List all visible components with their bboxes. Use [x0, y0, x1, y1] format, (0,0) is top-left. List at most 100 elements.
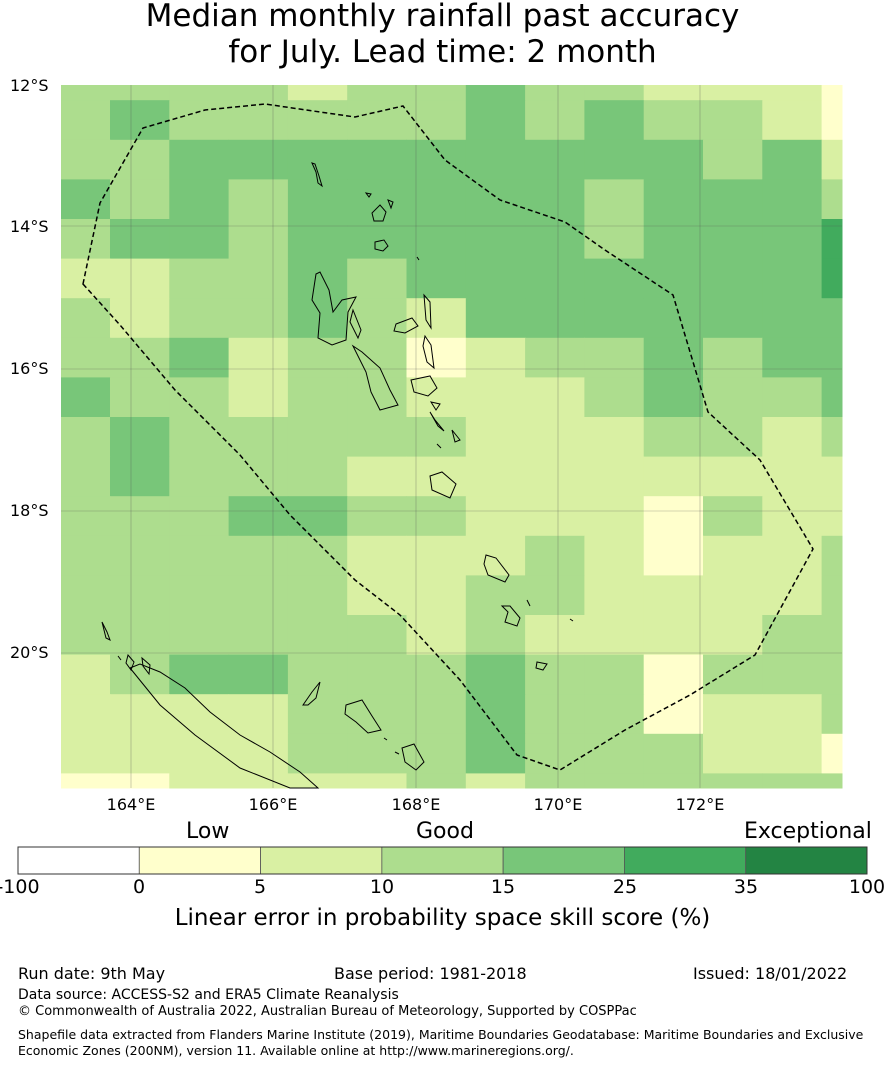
grid-cell: [643, 535, 704, 576]
grid-cell: [406, 496, 467, 537]
grid-cell: [584, 535, 645, 576]
grid-cell: [347, 337, 407, 378]
grid-cell: [643, 100, 704, 141]
grid-cell: [169, 85, 230, 101]
grid-cell: [228, 139, 289, 180]
grid-cell: [703, 258, 763, 299]
graticule: [61, 85, 842, 788]
grid-cell: [821, 139, 843, 180]
grid-cell: [169, 456, 230, 497]
grid-cell: [821, 575, 843, 616]
grid-cell: [584, 773, 645, 789]
grid-cell: [465, 535, 526, 576]
grid-cell: [347, 535, 407, 576]
run-date: Run date: 9th May: [18, 964, 166, 983]
grid-cell: [406, 179, 467, 220]
grid-cell: [465, 377, 526, 418]
grid-cell: [525, 139, 585, 180]
grid-cell: [406, 139, 467, 180]
grid-cell: [406, 733, 467, 774]
grid-cell: [169, 417, 230, 458]
grid-cell: [228, 773, 289, 789]
grid-cell: [643, 179, 704, 220]
grid-cell: [287, 417, 348, 458]
grid-cell: [406, 615, 467, 656]
grid-cell: [169, 337, 230, 378]
grid-cell: [406, 535, 467, 576]
grid-cell: [169, 179, 230, 220]
grid-cell: [110, 733, 170, 774]
grid-cell: [821, 733, 843, 774]
grid-cell: [525, 654, 585, 695]
grid-cell: [703, 733, 763, 774]
grid-cell: [703, 298, 763, 339]
map-panel: [61, 85, 843, 789]
grid-cell: [525, 377, 585, 418]
data-source: Data source: ACCESS-S2 and ERA5 Climate …: [18, 987, 399, 1003]
grid-cell: [347, 179, 407, 220]
grid-cell: [762, 298, 823, 339]
grid-cell: [61, 773, 111, 789]
grid-cell: [406, 456, 467, 497]
grid-cell: [465, 694, 526, 735]
colorbar-tick: 0: [132, 876, 146, 898]
grid-cell: [347, 773, 407, 789]
grid-cell: [584, 298, 645, 339]
colorbar-tick: -100: [0, 876, 40, 898]
grid-cell: [465, 298, 526, 339]
grid-cell: [228, 258, 289, 299]
grid-cell: [61, 139, 111, 180]
grid-cell: [643, 496, 704, 537]
grid-cell: [406, 298, 467, 339]
grid-cell: [703, 615, 763, 656]
grid-cell: [61, 615, 111, 656]
grid-cell: [110, 694, 170, 735]
grid-cell: [821, 417, 843, 458]
grid-cell: [110, 535, 170, 576]
lat-label-20s: 20°S: [10, 643, 49, 662]
grid-cell: [347, 615, 407, 656]
grid-cell: [643, 733, 704, 774]
grid-cell: [465, 139, 526, 180]
grid-cell: [347, 496, 407, 537]
grid-cell: [525, 298, 585, 339]
grid-cell: [703, 535, 763, 576]
grid-cell: [762, 377, 823, 418]
grid-cell: [643, 139, 704, 180]
grid-cell: [703, 575, 763, 616]
grid-cell: [110, 417, 170, 458]
grid-cell: [703, 377, 763, 418]
grid-cell: [762, 575, 823, 616]
grid-cell: [61, 654, 111, 695]
grid-cell: [821, 377, 843, 418]
grid-cell: [228, 496, 289, 537]
grid-cell: [406, 377, 467, 418]
grid-cell: [228, 337, 289, 378]
grid-cell: [643, 377, 704, 418]
grid-cell: [61, 733, 111, 774]
grid-cell: [584, 417, 645, 458]
grid-cell: [110, 85, 170, 101]
grid-cell: [643, 219, 704, 260]
grid-cell: [821, 298, 843, 339]
grid-cell: [347, 733, 407, 774]
grid-cell: [61, 219, 111, 260]
grid-cell: [762, 100, 823, 141]
colorbar-tick: 15: [490, 876, 516, 898]
grid-cell: [525, 773, 585, 789]
grid-cell: [287, 654, 348, 695]
grid-cell: [169, 496, 230, 537]
category-exceptional: Exceptional: [744, 819, 872, 844]
grid-cell: [643, 85, 704, 101]
grid-cell: [465, 100, 526, 141]
grid-cell: [406, 100, 467, 141]
grid-cell: [61, 179, 111, 220]
grid-cell: [643, 456, 704, 497]
grid-cell: [169, 615, 230, 656]
grid-cell: [584, 694, 645, 735]
grid-cell: [169, 694, 230, 735]
grid-cell: [584, 85, 645, 101]
grid-cell: [703, 773, 763, 789]
lat-label-12s: 12°S: [10, 76, 49, 95]
grid-cell: [584, 456, 645, 497]
